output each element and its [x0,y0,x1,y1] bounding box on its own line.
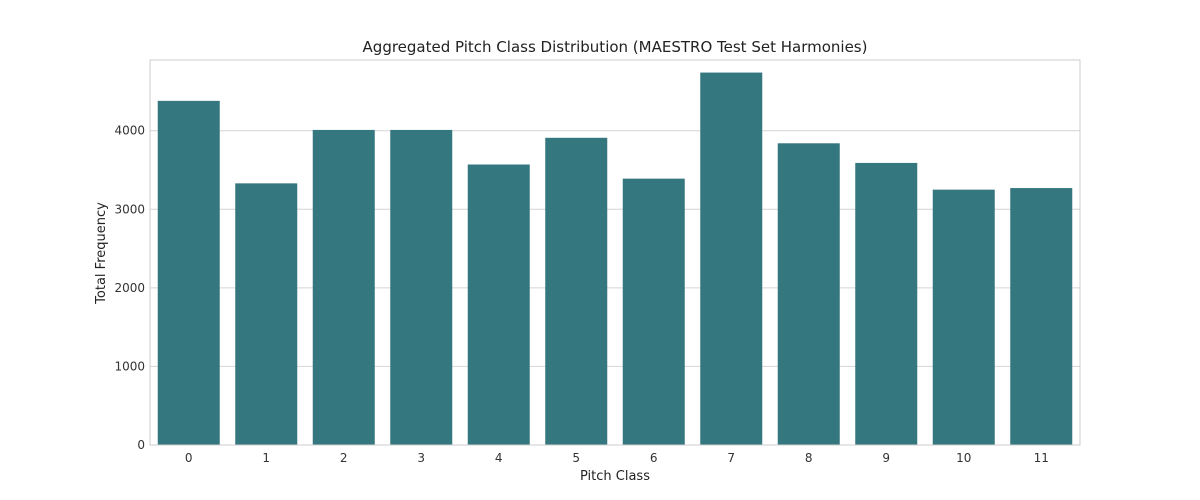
y-tick-label: 0 [137,438,145,452]
x-tick-label: 10 [956,451,971,465]
plot-frame [149,59,1081,446]
bar-pitch-class-7 [700,72,763,446]
y-tick-label: 1000 [114,359,145,373]
bar-pitch-class-11 [1010,188,1073,446]
x-tick-label: 8 [805,451,813,465]
bar-pitch-class-4 [467,164,530,445]
x-tick-label: 0 [185,451,193,465]
bar-pitch-class-0 [157,100,220,445]
bar-pitch-class-6 [622,178,685,445]
x-tick-label: 3 [417,451,425,465]
bar-pitch-class-3 [390,129,453,445]
bar-pitch-class-1 [235,183,298,445]
x-tick-label: 2 [340,451,348,465]
x-tick-label: 1 [262,451,270,465]
bar-pitch-class-10 [932,189,995,445]
x-axis-ticks: 0 1 2 3 4 5 6 7 8 9 10 11 [185,451,1049,465]
x-tick-label: 5 [572,451,580,465]
x-tick-label: 11 [1034,451,1049,465]
bar-pitch-class-2 [312,129,375,445]
y-axis-label: Total Frequency [94,202,109,305]
y-tick-label: 3000 [114,202,145,216]
x-tick-label: 6 [650,451,658,465]
bar-pitch-class-5 [545,137,608,446]
x-tick-label: 7 [727,451,735,465]
bar-pitch-class-9 [855,162,918,445]
y-axis-ticks: 0 1000 2000 3000 4000 [114,124,145,452]
bars [157,72,1073,446]
chart-title: Aggregated Pitch Class Distribution (MAE… [363,38,868,56]
bar-pitch-class-8 [777,143,840,446]
x-tick-label: 9 [882,451,890,465]
y-tick-label: 2000 [114,281,145,295]
x-axis-label: Pitch Class [580,469,650,484]
x-tick-label: 4 [495,451,503,465]
y-tick-label: 4000 [114,124,145,138]
